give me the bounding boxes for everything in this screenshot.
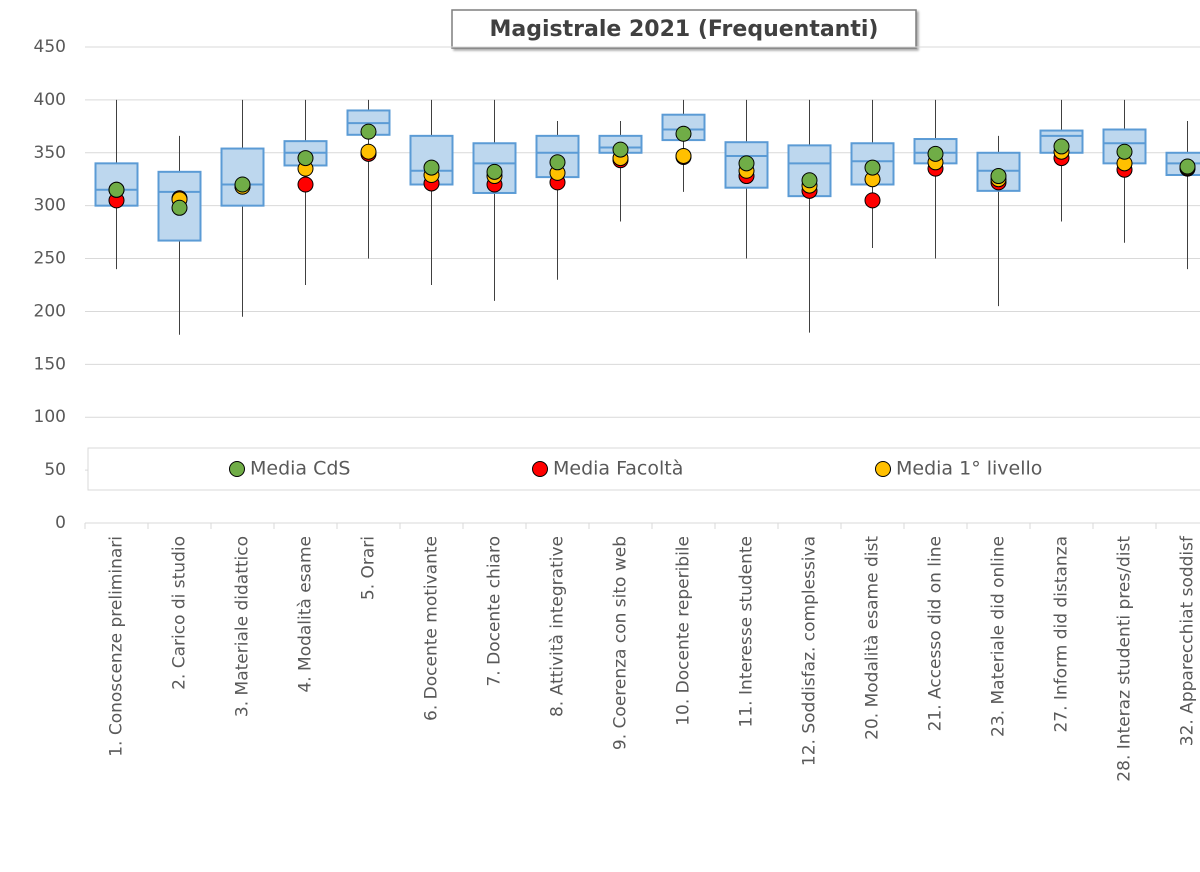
x-tick-label: 23. Materiale did online <box>989 536 1009 737</box>
y-tick-label: 350 <box>34 143 66 163</box>
legend-marker <box>875 461 891 477</box>
x-tick-label: 9. Coerenza con sito web <box>611 536 631 750</box>
legend-label: Media Facoltà <box>553 458 683 480</box>
y-tick-label: 100 <box>34 407 66 427</box>
mean-dot <box>297 176 314 193</box>
legend-label: Media 1° livello <box>896 458 1042 480</box>
y-tick-label: 250 <box>34 249 66 269</box>
mean-dot <box>612 141 629 158</box>
x-tick-label: 3. Materiale didattico <box>233 536 253 717</box>
mean-dot <box>675 125 692 142</box>
legend-marker <box>229 461 245 477</box>
mean-dot <box>675 147 692 164</box>
x-tick-label: 5. Orari <box>359 536 379 600</box>
chart-title: Magistrale 2021 (Frequentanti) <box>490 17 879 42</box>
mean-dot <box>864 192 881 209</box>
mean-dot <box>360 123 377 140</box>
mean-dot <box>486 163 503 180</box>
y-tick-label: 0 <box>55 513 66 533</box>
mean-dot <box>927 145 944 162</box>
mean-dot <box>108 181 125 198</box>
x-tick-label: 11. Interesse studente <box>737 536 757 727</box>
y-tick-label: 300 <box>34 196 66 216</box>
legend-box <box>87 447 1200 491</box>
x-tick-label: 1. Conoscenze preliminari <box>107 536 127 757</box>
mean-dot <box>801 172 818 189</box>
mean-dot <box>990 168 1007 185</box>
legend: Media CdS Media Facoltà Media 1° livello <box>229 458 1042 480</box>
y-tick-label: 450 <box>34 37 66 57</box>
y-tick-label: 400 <box>34 90 66 110</box>
x-tick-label: 32. Apparecchiat soddisf <box>1178 535 1198 746</box>
mean-dot <box>423 159 440 176</box>
legend-label: Media CdS <box>250 458 351 480</box>
mean-dot <box>549 154 566 171</box>
x-tick-label: 8. Attività integrative <box>548 536 568 717</box>
x-tick-label: 2. Carico di studio <box>170 536 190 690</box>
y-tick-label: 200 <box>34 301 66 321</box>
y-tick-label: 50 <box>44 460 66 480</box>
mean-dot <box>234 176 251 193</box>
x-tick-label: 28. Interaz studenti pres/dist <box>1115 536 1135 782</box>
mean-dot <box>297 150 314 167</box>
plot <box>94 99 1200 335</box>
box <box>220 147 265 207</box>
title-box <box>451 9 917 49</box>
mean-dot <box>360 143 377 160</box>
x-tick-label: 12. Soddisfaz. complessiva <box>800 536 820 766</box>
grid: 0 50 100 150 200 250 300 350 400 450 1. Conoscenze… <box>34 37 1200 782</box>
x-tick-label: 20. Modalità esame dist <box>863 536 883 740</box>
mean-dot <box>864 159 881 176</box>
mean-dot <box>738 155 755 172</box>
x-tick-label: 7. Docente chiaro <box>485 536 505 687</box>
mean-dot <box>1116 143 1133 160</box>
y-tick-label: 150 <box>34 354 66 374</box>
mean-dot <box>1053 138 1070 155</box>
mean-dot <box>171 199 188 216</box>
legend-marker <box>532 461 548 477</box>
x-tick-label: 6. Docente motivante <box>422 536 442 721</box>
x-tick-label: 27. Inform did distanza <box>1052 536 1072 733</box>
x-tick-label: 21. Accesso did on line <box>926 536 946 731</box>
mean-dot <box>1179 158 1196 175</box>
x-tick-label: 4. Modalità esame <box>296 536 316 693</box>
x-tick-label: 10. Docente reperibile <box>674 536 694 726</box>
